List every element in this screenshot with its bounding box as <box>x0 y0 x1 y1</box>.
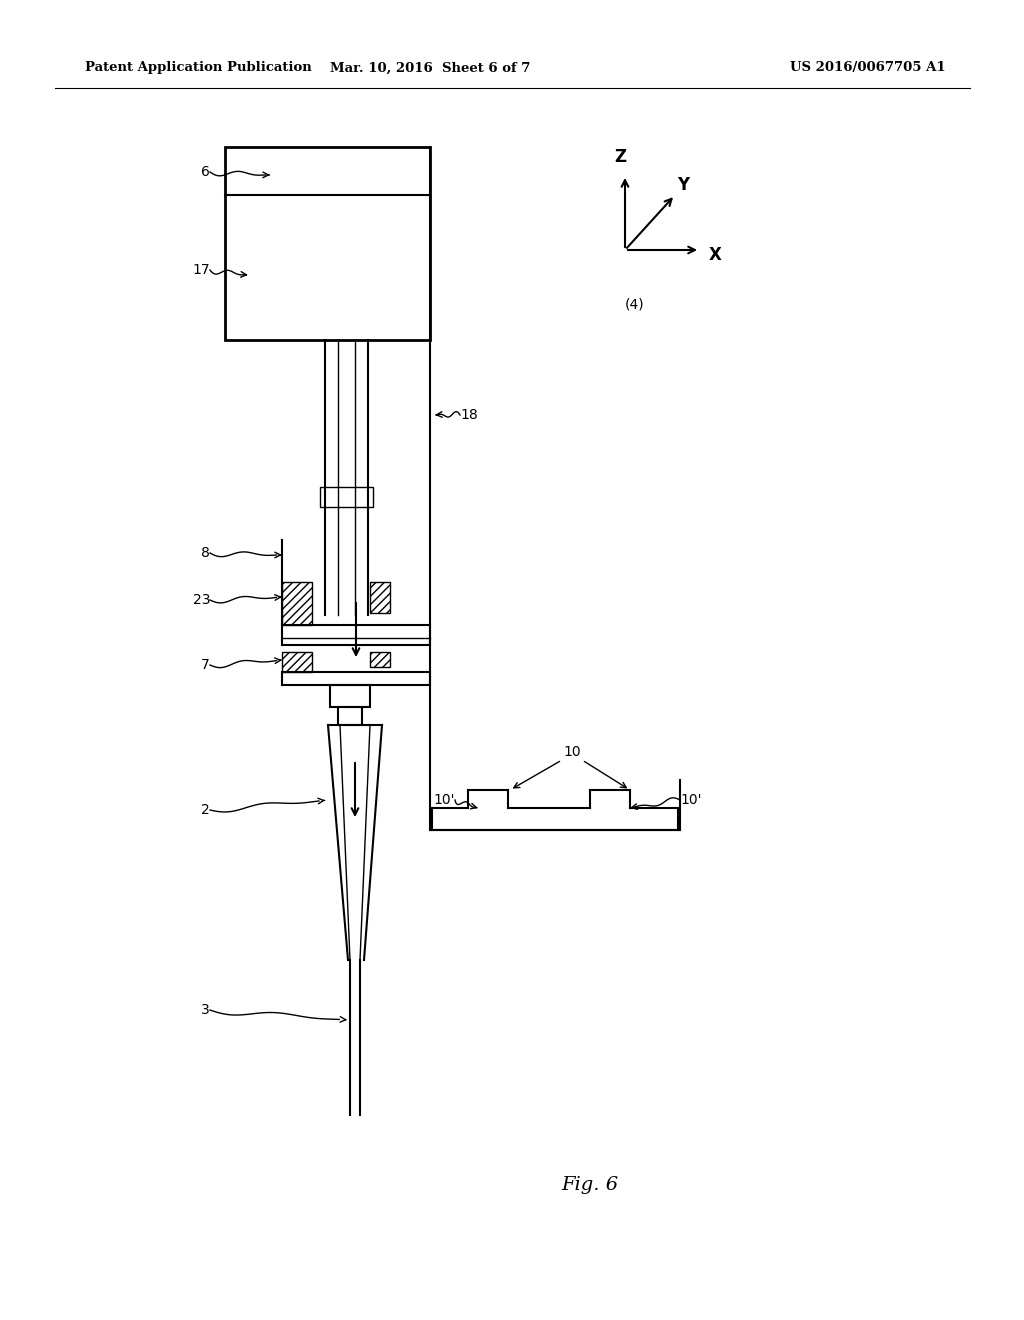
Bar <box>330 685 370 708</box>
Bar <box>282 624 430 645</box>
Text: 10: 10 <box>563 744 581 759</box>
Text: 8: 8 <box>201 546 210 560</box>
Bar <box>225 147 430 341</box>
Text: 17: 17 <box>193 263 210 277</box>
Bar <box>319 487 373 507</box>
Text: 7: 7 <box>202 657 210 672</box>
Text: 23: 23 <box>193 593 210 607</box>
Text: Y: Y <box>677 176 689 194</box>
Bar <box>370 652 390 667</box>
Text: Z: Z <box>614 148 626 166</box>
Text: X: X <box>709 246 722 264</box>
Text: Fig. 6: Fig. 6 <box>561 1176 618 1195</box>
Text: 18: 18 <box>460 408 478 422</box>
Bar <box>282 652 312 672</box>
Text: (4): (4) <box>626 298 645 312</box>
Text: 3: 3 <box>202 1003 210 1016</box>
Text: 10': 10' <box>433 793 455 807</box>
Text: 2: 2 <box>202 803 210 817</box>
Text: US 2016/0067705 A1: US 2016/0067705 A1 <box>790 62 945 74</box>
Text: 6: 6 <box>201 165 210 180</box>
Bar <box>282 582 312 624</box>
Bar <box>338 708 362 725</box>
Bar <box>370 582 390 612</box>
Text: Patent Application Publication: Patent Application Publication <box>85 62 311 74</box>
Text: 10': 10' <box>680 793 701 807</box>
Bar <box>282 672 430 685</box>
Text: Mar. 10, 2016  Sheet 6 of 7: Mar. 10, 2016 Sheet 6 of 7 <box>330 62 530 74</box>
